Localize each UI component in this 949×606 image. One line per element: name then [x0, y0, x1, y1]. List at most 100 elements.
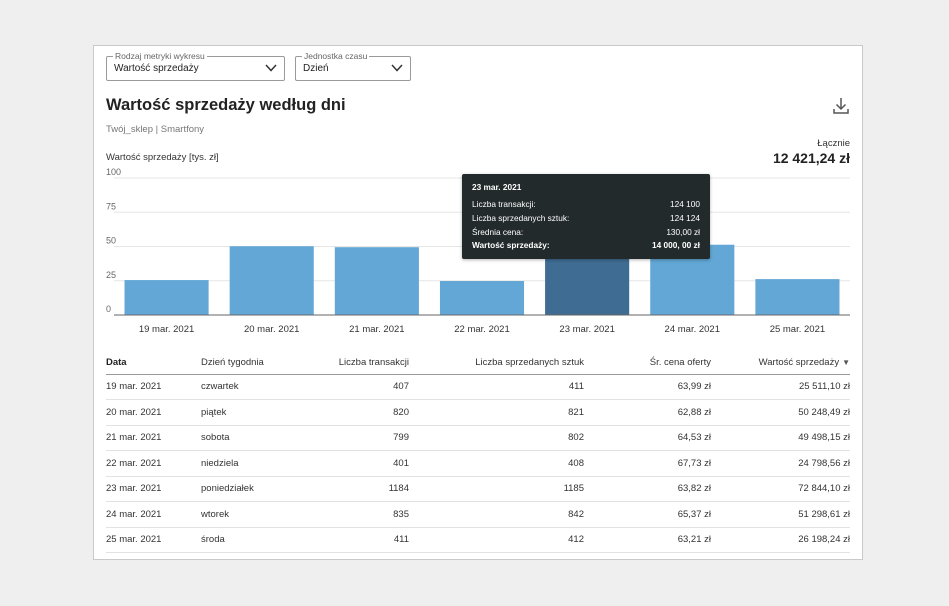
download-icon[interactable]: [832, 96, 850, 116]
column-header-date[interactable]: Data: [106, 352, 201, 375]
cell-units-sold: 412: [409, 527, 584, 553]
cell-date: 23 mar. 2021: [106, 476, 201, 502]
cell-avg-price: 63,21 zł: [584, 527, 711, 553]
cell-sales-value: 72 844,10 zł: [711, 476, 850, 502]
tooltip-value: 124 100: [670, 199, 700, 209]
cell-sales-value: 24 798,56 zł: [711, 450, 850, 477]
y-tick-label: 50: [106, 236, 116, 246]
cell-units-sold: 821: [409, 399, 584, 426]
cell-avg-price: 64,53 zł: [584, 425, 711, 451]
time-unit-select[interactable]: Jednostka czasu Dzień: [295, 50, 411, 81]
cell-date: 24 mar. 2021: [106, 501, 201, 528]
x-tick-label: 24 mar. 2021: [665, 324, 720, 335]
cell-sales-value: 26 198,24 zł: [711, 527, 850, 553]
tooltip-row: Średnia cena: 130,00 zł: [472, 226, 700, 240]
cell-transactions: 401: [291, 450, 409, 477]
y-tick-label: 0: [106, 304, 111, 314]
cell-date: 20 mar. 2021: [106, 399, 201, 426]
cell-avg-price: 63,82 zł: [584, 476, 711, 502]
tooltip-date: 23 mar. 2021: [472, 182, 522, 192]
table-row: 24 mar. 2021 wtorek 835 842 65,37 zł 51 298,6…: [106, 501, 850, 528]
tooltip-value: 124 124: [670, 212, 700, 223]
report-card: Rodzaj metryki wykresu Wartość sprzedaży…: [93, 45, 863, 560]
chevron-down-icon: [265, 64, 277, 72]
page-title: Wartość sprzedaży według dni: [106, 96, 346, 114]
column-header-sales-value[interactable]: Wartość sprzedaży ▼: [711, 352, 850, 375]
tooltip-row: Wartość sprzedaży: 14 000, 00 zł: [472, 239, 700, 253]
x-tick-label: 19 mar. 2021: [139, 324, 194, 335]
cell-units-sold: 1185: [409, 476, 584, 502]
cell-date: 21 mar. 2021: [106, 425, 201, 451]
cell-transactions: 407: [291, 374, 409, 400]
tooltip-value: 130,00 zł: [666, 226, 700, 237]
y-tick-label: 100: [106, 167, 121, 177]
chevron-down-icon: [391, 64, 403, 72]
cell-weekday: piątek: [201, 399, 291, 426]
table-row: 22 mar. 2021 niedziela 401 408 67,73 zł 24 79…: [106, 450, 850, 477]
tooltip-value: 14 000, 00 zł: [652, 240, 700, 251]
chart-tooltip: 23 mar. 2021 Liczba transakcji: 124 100 L…: [462, 174, 710, 259]
tooltip-label: Liczba transakcji:: [472, 199, 536, 209]
cell-avg-price: 65,37 zł: [584, 501, 711, 528]
chart-bar: [755, 279, 840, 315]
table-row: 20 mar. 2021 piątek 820 821 62,88 zł 50 248,4…: [106, 399, 850, 426]
column-header-sales-value-label: Wartość sprzedaży: [758, 357, 840, 369]
cell-units-sold: 411: [409, 374, 584, 400]
time-unit-select-legend: Jednostka czasu: [302, 50, 370, 62]
cell-transactions: 411: [291, 527, 409, 553]
cell-date: 22 mar. 2021: [106, 450, 201, 477]
tooltip-label: Liczba sprzedanych sztuk:: [472, 212, 570, 223]
breadcrumb: Twój_sklep | Smartfony: [106, 124, 205, 135]
table-header-row: Data Dzień tygodnia Liczba transakcji Li…: [106, 352, 850, 375]
column-header-weekday[interactable]: Dzień tygodnia: [201, 352, 291, 375]
table-row: 21 mar. 2021 sobota 799 802 64,53 zł 49 498,1…: [106, 425, 850, 451]
cell-transactions: 799: [291, 425, 409, 451]
metric-select-legend: Rodzaj metryki wykresu: [113, 50, 207, 62]
column-header-avg-price[interactable]: Śr. cena oferty: [584, 352, 711, 375]
y-tick-label: 75: [106, 201, 116, 211]
tooltip-row: Liczba sprzedanych sztuk: 124 124: [472, 212, 700, 226]
tooltip-label: Średnia cena:: [472, 226, 524, 237]
cell-weekday: czwartek: [201, 374, 291, 400]
cell-weekday: sobota: [201, 425, 291, 451]
table-row: 19 mar. 2021 czwartek 407 411 63,99 zł 25 511…: [106, 374, 850, 400]
cell-weekday: poniedziałek: [201, 476, 291, 502]
chart-bar: [229, 246, 314, 315]
cell-transactions: 835: [291, 501, 409, 528]
metric-select-value: Wartość sprzedaży: [114, 63, 199, 74]
cell-units-sold: 408: [409, 450, 584, 477]
cell-weekday: wtorek: [201, 501, 291, 528]
cell-weekday: niedziela: [201, 450, 291, 477]
cell-units-sold: 842: [409, 501, 584, 528]
cell-sales-value: 51 298,61 zł: [711, 501, 850, 528]
chart-bar: [124, 280, 209, 315]
x-tick-label: 21 mar. 2021: [349, 324, 404, 335]
metric-select[interactable]: Rodzaj metryki wykresu Wartość sprzedaży: [106, 50, 285, 81]
x-tick-label: 20 mar. 2021: [244, 324, 299, 335]
table-row: 23 mar. 2021 poniedziałek 1184 1185 63,82 zł…: [106, 476, 850, 502]
column-header-transactions[interactable]: Liczba transakcji: [291, 352, 409, 375]
cell-sales-value: 25 511,10 zł: [711, 374, 850, 400]
cell-sales-value: 49 498,15 zł: [711, 425, 850, 451]
total-value: 12 421,24 zł: [772, 150, 850, 166]
time-unit-select-value: Dzień: [303, 63, 329, 74]
cell-date: 25 mar. 2021: [106, 527, 201, 553]
cell-weekday: środa: [201, 527, 291, 553]
cell-avg-price: 67,73 zł: [584, 450, 711, 477]
table-row: 25 mar. 2021 środa 411 412 63,21 zł 26 198,24…: [106, 527, 850, 553]
cell-avg-price: 63,99 zł: [584, 374, 711, 400]
column-header-units-sold[interactable]: Liczba sprzedanych sztuk: [409, 352, 584, 375]
cell-transactions: 820: [291, 399, 409, 426]
chart-bar: [334, 247, 419, 315]
cell-transactions: 1184: [291, 476, 409, 502]
x-tick-label: 23 mar. 2021: [559, 324, 614, 335]
cell-avg-price: 62,88 zł: [584, 399, 711, 426]
tooltip-row: Liczba transakcji: 124 100: [472, 198, 700, 212]
sort-desc-icon: ▼: [842, 358, 850, 368]
cell-units-sold: 802: [409, 425, 584, 451]
cell-date: 19 mar. 2021: [106, 374, 201, 400]
cell-sales-value: 50 248,49 zł: [711, 399, 850, 426]
x-tick-label: 22 mar. 2021: [454, 324, 509, 335]
tooltip-label: Wartość sprzedaży:: [472, 240, 550, 251]
sales-table: Data Dzień tygodnia Liczba transakcji Li…: [106, 352, 850, 553]
